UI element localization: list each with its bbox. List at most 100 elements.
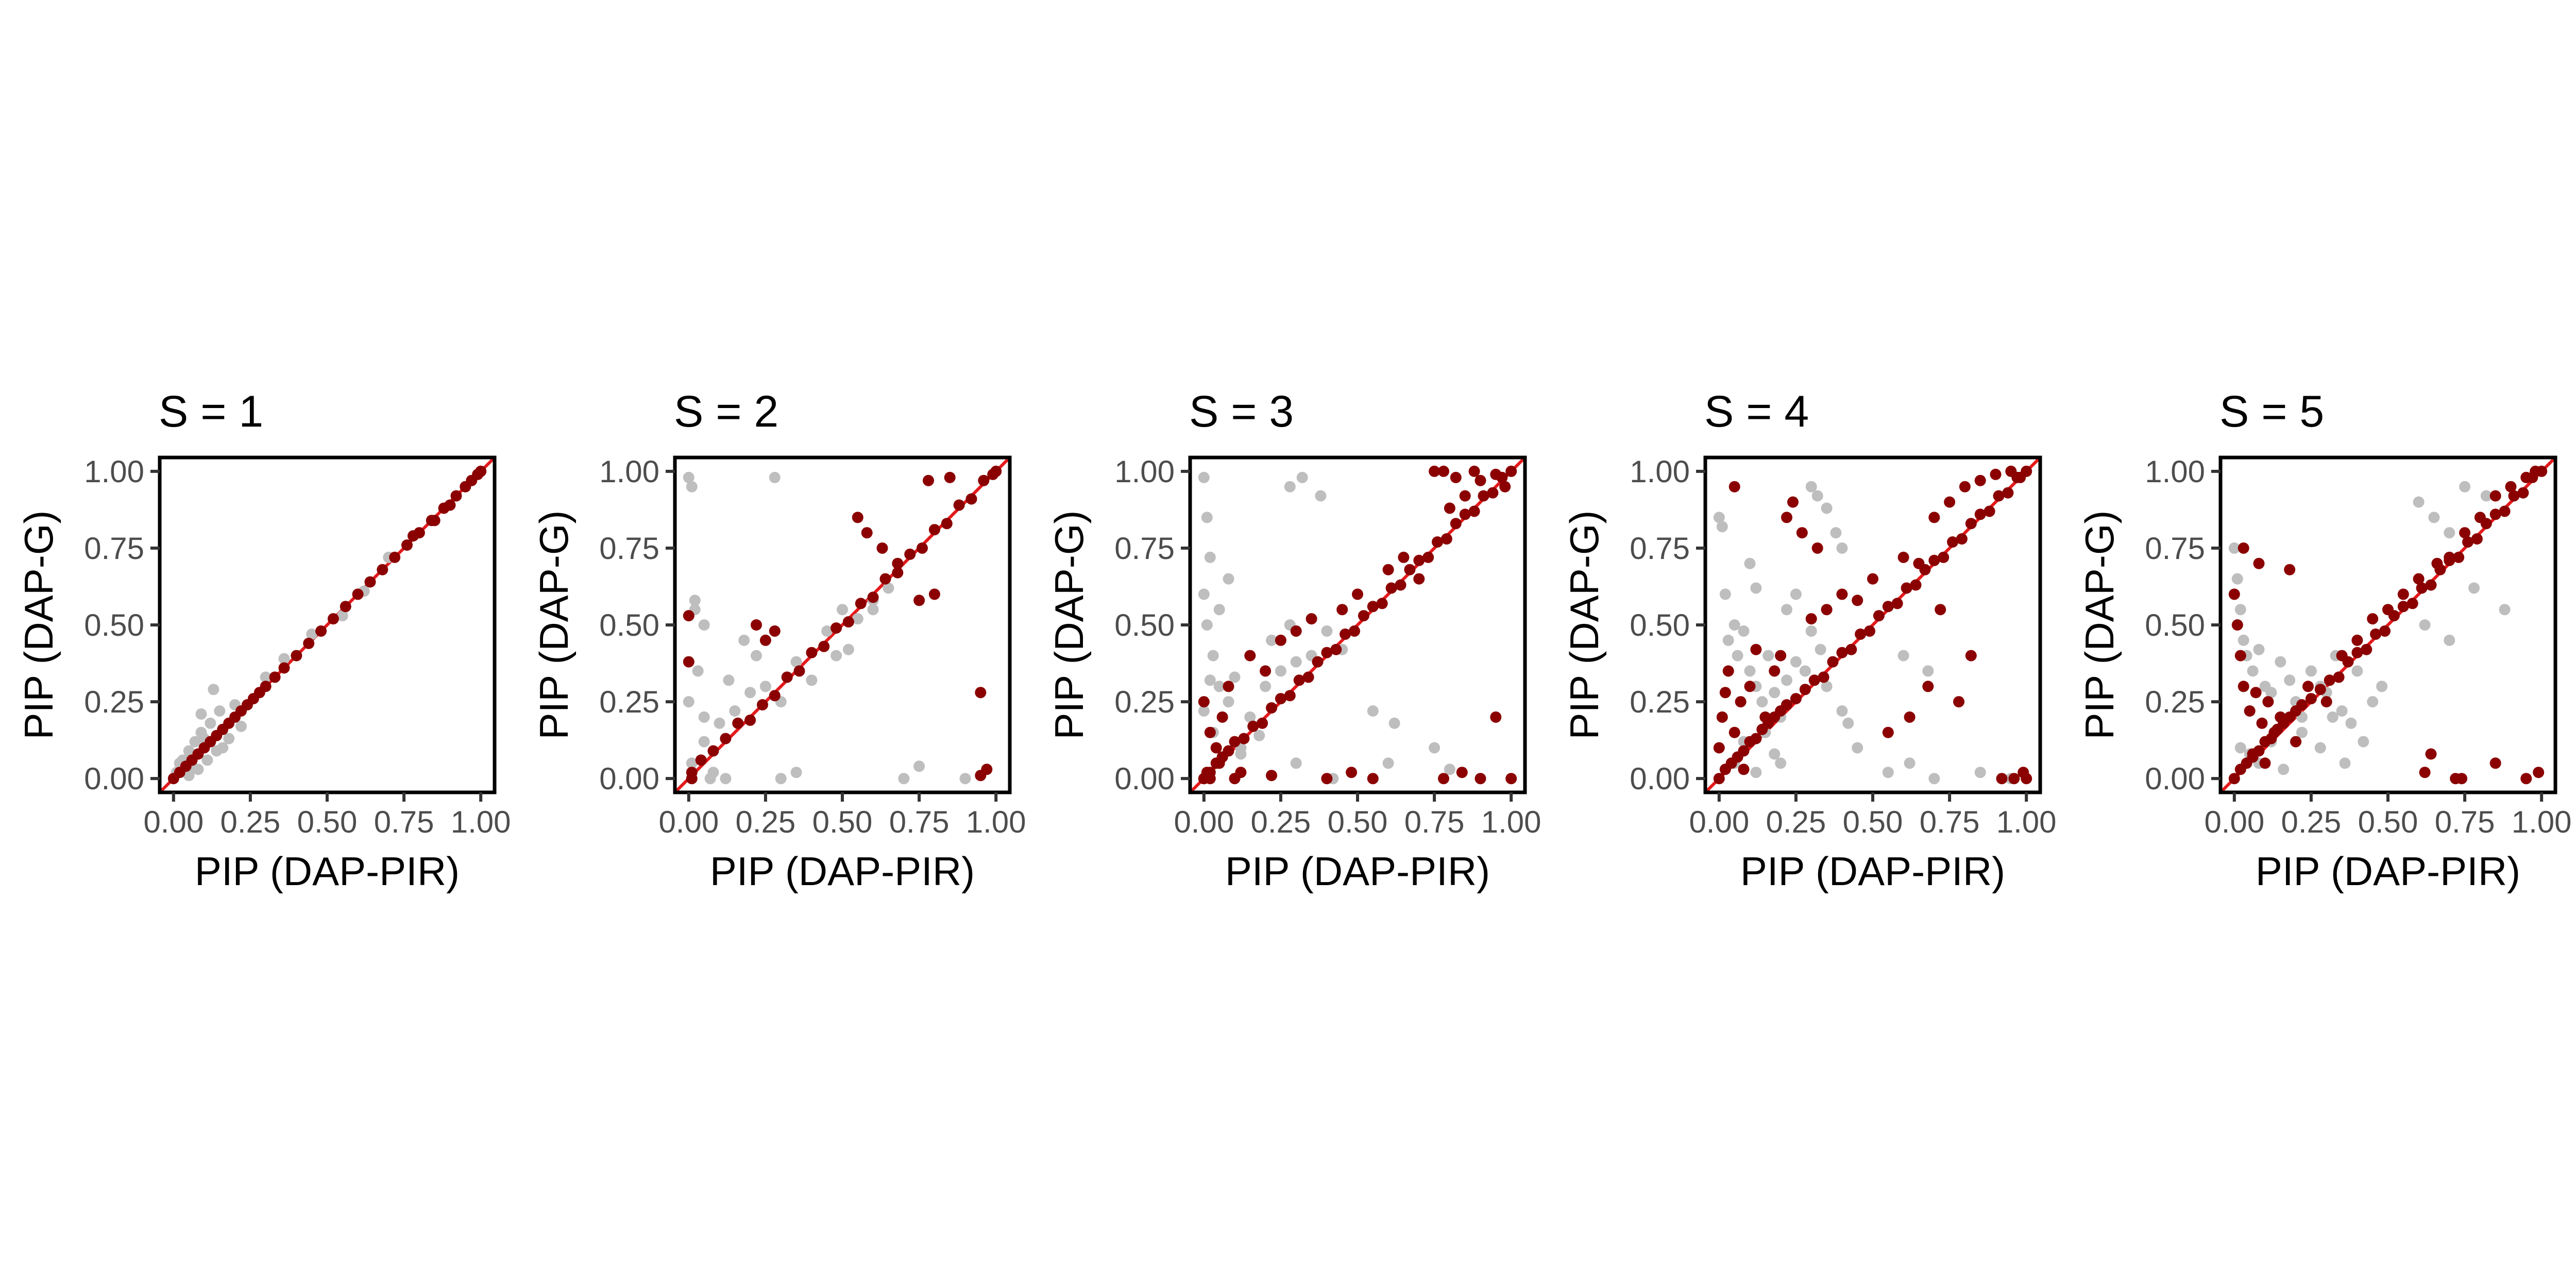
scatter-point	[1996, 773, 2008, 785]
scatter-point	[1759, 711, 1771, 723]
scatter-point	[1253, 730, 1265, 741]
scatter-point	[2489, 490, 2501, 502]
y-axis-title: PIP (DAP-G)	[2077, 511, 2122, 740]
scatter-point	[1855, 628, 1867, 640]
scatter-point	[1805, 613, 1817, 625]
y-axis-title: PIP (DAP-G)	[1046, 511, 1092, 740]
scatter-point	[1928, 512, 1940, 523]
scatter-point	[837, 604, 848, 616]
scatter-point	[1204, 674, 1216, 686]
scatter-point	[1260, 681, 1272, 692]
scatter-point	[686, 481, 698, 493]
scatter-point	[1290, 757, 1302, 769]
x-axis-title: PIP (DAP-PIR)	[2256, 849, 2520, 894]
scatter-point	[1790, 656, 1802, 668]
scatter-point	[2382, 604, 2394, 616]
scatter-point	[1993, 490, 2005, 502]
x-axis-title: PIP (DAP-PIR)	[195, 849, 460, 894]
highlight-points	[1198, 465, 1517, 785]
scatter-point	[2305, 665, 2317, 677]
plot-area	[1705, 457, 2040, 792]
scatter-point	[235, 720, 247, 732]
scatter-point	[978, 474, 990, 486]
scatter-point	[352, 588, 364, 600]
panel-title: S = 5	[2219, 387, 2324, 436]
scatter-point	[1904, 757, 1916, 769]
scatter-point	[2002, 487, 2014, 499]
scatter-point	[683, 656, 694, 668]
scatter-point	[2345, 717, 2357, 729]
scatter-point	[2351, 634, 2363, 646]
scatter-point	[1722, 634, 1734, 646]
y-tick-label: 0.50	[1114, 608, 1175, 642]
scatter-point	[1395, 579, 1406, 591]
scatter-point	[1413, 554, 1425, 566]
scatter-point	[1475, 474, 1486, 486]
scatter-point	[1229, 736, 1241, 748]
scatter-point	[1336, 604, 1348, 616]
x-tick-label: 0.50	[297, 805, 358, 839]
scatter-point	[2444, 634, 2455, 646]
scatter-point	[1198, 471, 1210, 483]
scatter-point	[852, 512, 863, 523]
scatter-point	[1728, 481, 1740, 493]
scatter-point	[2474, 512, 2486, 523]
highlight-points	[1713, 465, 2032, 785]
scatter-point	[1238, 733, 1250, 744]
scatter-point	[1207, 650, 1219, 662]
scatter-point	[389, 551, 401, 563]
scatter-point	[1266, 634, 1277, 646]
scatter-point	[1213, 604, 1225, 616]
scatter-point	[2256, 717, 2268, 729]
scatter-point	[720, 773, 732, 785]
scatter-point	[2234, 742, 2246, 754]
scatter-point	[1340, 628, 1351, 640]
scatter-point	[1429, 742, 1440, 754]
scatter-point	[729, 705, 741, 717]
scatter-point	[1769, 748, 1781, 760]
scatter-point	[2259, 757, 2271, 769]
scatter-point	[444, 499, 456, 511]
scatter-point	[2459, 481, 2471, 493]
x-tick-label: 1.00	[1481, 805, 1541, 839]
scatter-point	[1722, 665, 1734, 677]
scatter-point	[959, 773, 971, 785]
scatter-point	[1713, 773, 1725, 785]
scatter-point	[2336, 705, 2348, 717]
scatter-point	[1750, 643, 1762, 655]
scatter-point	[1315, 490, 1327, 502]
scatter-point	[831, 650, 842, 662]
scatter-point	[892, 557, 904, 569]
scatter-point	[1882, 726, 1894, 738]
scatter-point	[1864, 625, 1875, 637]
scatter-point	[2367, 696, 2379, 708]
scatter-point	[2324, 674, 2335, 686]
scatter-point	[1201, 512, 1213, 523]
scatter-point	[818, 640, 830, 652]
scatter-point	[1244, 650, 1256, 662]
scatter-point	[306, 628, 318, 640]
x-tick-label: 1.00	[966, 805, 1026, 839]
scatter-point	[2431, 557, 2443, 569]
scatter-point	[1260, 665, 1272, 677]
scatter-point	[2425, 579, 2437, 591]
scatter-point	[2508, 490, 2520, 502]
scatter-point	[1750, 767, 1762, 778]
scatter-point	[1358, 610, 1369, 622]
scatter-point	[2296, 699, 2308, 710]
y-tick-label: 0.00	[84, 761, 144, 796]
scatter-point	[1965, 650, 1977, 662]
scatter-point	[2284, 674, 2296, 686]
scatter-point	[1505, 465, 1517, 477]
scatter-point	[2397, 588, 2409, 600]
scatter-point	[790, 656, 802, 668]
scatter-point	[2489, 757, 2501, 769]
x-axis-title: PIP (DAP-PIR)	[710, 849, 975, 894]
scatter-point	[1204, 773, 1216, 785]
scatter-point	[2530, 465, 2541, 477]
scatter-point	[861, 527, 873, 539]
scatter-point	[1275, 665, 1286, 677]
scatter-point	[714, 717, 725, 729]
scatter-point	[1821, 681, 1833, 692]
x-tick-label: 0.25	[736, 805, 796, 839]
